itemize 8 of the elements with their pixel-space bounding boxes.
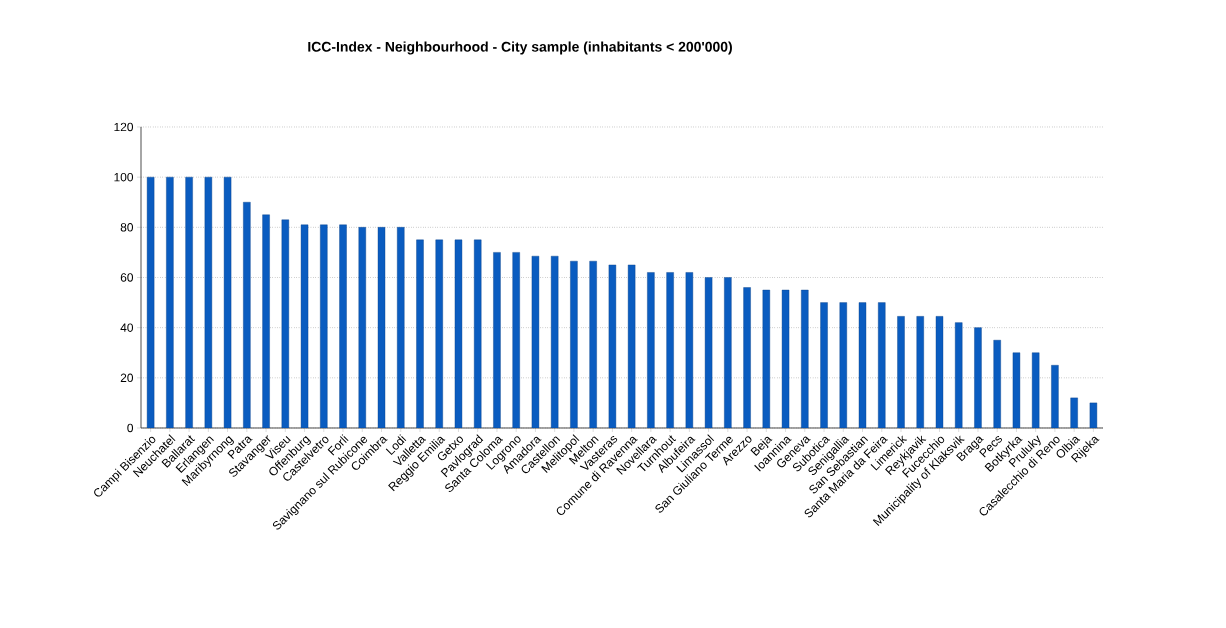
y-tick-label: 40 <box>120 323 134 332</box>
y-tick-label: 80 <box>120 223 134 232</box>
y-tick-label: 60 <box>120 273 134 282</box>
y-tick-label: 20 <box>120 373 134 383</box>
y-tick-label: 100 <box>114 172 134 182</box>
chart-title: ICC-Index - Neighbourhood - City sample (inhabitants < 200'000) <box>308 41 732 55</box>
y-tick-label: 120 <box>114 122 134 132</box>
y-tick-label: 0 <box>127 423 134 433</box>
